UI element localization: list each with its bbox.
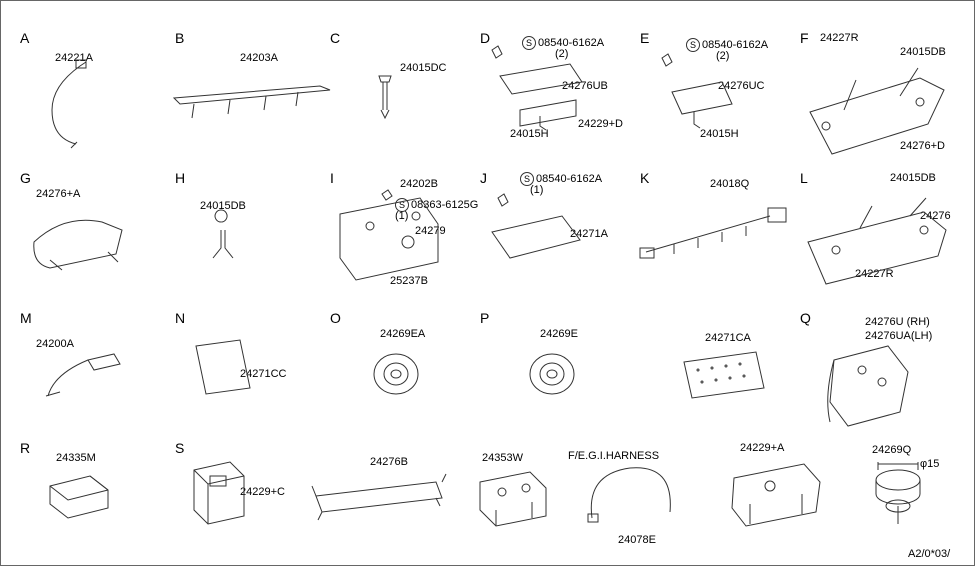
cell-letter: A (20, 30, 29, 46)
part-label: 24015DC (400, 62, 446, 74)
sketch-24276A (30, 206, 140, 276)
sketch-24229A (724, 458, 834, 538)
cell-letter: G (20, 170, 31, 186)
cell-letter: N (175, 310, 185, 326)
cell-letter: E (640, 30, 649, 46)
part-label: 24269E (540, 328, 578, 340)
part-label: 24269EA (380, 328, 425, 340)
sketch-E-bracket (650, 56, 750, 136)
cell-letter: C (330, 30, 340, 46)
part-label: 24271CA (705, 332, 751, 344)
cell-letter: L (800, 170, 808, 186)
sketch-24269EA (370, 346, 430, 406)
sketch-24269Q (866, 460, 946, 540)
cell-letter: S (175, 440, 184, 456)
sketch-24271A (486, 196, 596, 276)
cell-letter: D (480, 30, 490, 46)
s-mark-icon: S (686, 38, 700, 52)
sketch-24229C (186, 456, 256, 536)
sketch-24269E (526, 346, 586, 406)
part-label: 24276U (RH) (865, 316, 930, 328)
part-label: 24229+A (740, 442, 784, 454)
sketch-L-bracket (800, 188, 960, 288)
sketch-Q-protector (820, 336, 930, 436)
sketch-24276B (310, 472, 460, 522)
part-label: A2/0*03/ (908, 548, 950, 560)
part-label: (1) (530, 184, 543, 196)
sketch-24271CA (678, 348, 778, 408)
part-label: F/E.G.I.HARNESS (568, 450, 659, 462)
cell-letter: I (330, 170, 334, 186)
sketch-24353W (470, 466, 560, 536)
sketch-24015DC (365, 70, 405, 130)
cell-letter: H (175, 170, 185, 186)
part-label: 24202B (400, 178, 438, 190)
sketch-24221A (40, 60, 120, 150)
part-label: 24276+A (36, 188, 80, 200)
cell-letter: K (640, 170, 649, 186)
part-label: 24018Q (710, 178, 749, 190)
sketch-24271CC (190, 338, 260, 408)
label-phi15: φ15 (920, 458, 939, 470)
cell-letter: R (20, 440, 30, 456)
sketch-24015DB-H (205, 218, 245, 268)
cell-letter: F (800, 30, 809, 46)
sketch-I-bracket (330, 190, 470, 290)
cell-letter: P (480, 310, 489, 326)
part-label: 24269Q (872, 444, 911, 456)
cell-letter: J (480, 170, 487, 186)
sketch-D-bracket (480, 48, 600, 138)
sketch-24018Q (640, 196, 800, 276)
part-label: 24353W (482, 452, 523, 464)
part-label: 24203A (240, 52, 278, 64)
sketch-24200A (40, 352, 130, 412)
part-label: 24015DB (890, 172, 936, 184)
sketch-24078E (580, 462, 680, 542)
sketch-24203A (170, 80, 340, 130)
cell-letter: Q (800, 310, 811, 326)
sketch-F-bracket (800, 52, 960, 162)
part-label: 24335M (56, 452, 96, 464)
part-label: 24227R (820, 32, 859, 44)
sketch-24335M (44, 466, 124, 522)
cell-letter: M (20, 310, 32, 326)
cell-letter: O (330, 310, 341, 326)
part-label: 24276B (370, 456, 408, 468)
part-label: 24200A (36, 338, 74, 350)
cell-letter: B (175, 30, 184, 46)
